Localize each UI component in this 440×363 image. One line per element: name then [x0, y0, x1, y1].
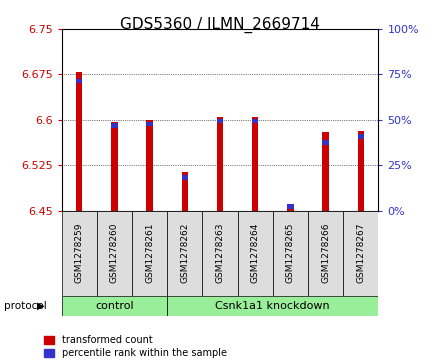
- Bar: [238, 211, 273, 296]
- Bar: [287, 209, 293, 211]
- Text: GSM1278262: GSM1278262: [180, 223, 189, 284]
- Bar: [358, 131, 364, 211]
- Text: GSM1278265: GSM1278265: [286, 223, 295, 284]
- Bar: [167, 211, 202, 296]
- Bar: [358, 134, 364, 139]
- Bar: [252, 119, 258, 123]
- Bar: [111, 122, 117, 211]
- Bar: [323, 140, 329, 144]
- Text: protocol: protocol: [4, 301, 47, 311]
- Bar: [202, 211, 238, 296]
- Text: GSM1278267: GSM1278267: [356, 223, 365, 284]
- Text: GDS5360 / ILMN_2669714: GDS5360 / ILMN_2669714: [120, 16, 320, 33]
- Bar: [97, 211, 132, 296]
- Bar: [308, 211, 343, 296]
- Text: Csnk1a1 knockdown: Csnk1a1 knockdown: [216, 301, 330, 311]
- Bar: [147, 120, 153, 211]
- Text: control: control: [95, 301, 134, 311]
- Bar: [217, 117, 223, 211]
- Bar: [147, 122, 153, 126]
- Bar: [132, 211, 167, 296]
- Text: ▶: ▶: [37, 301, 45, 311]
- Legend: transformed count, percentile rank within the sample: transformed count, percentile rank withi…: [44, 335, 227, 358]
- Bar: [76, 79, 82, 83]
- Text: GSM1278261: GSM1278261: [145, 223, 154, 284]
- Bar: [167, 296, 378, 316]
- Bar: [287, 204, 293, 209]
- Text: GSM1278263: GSM1278263: [216, 223, 224, 284]
- Bar: [182, 172, 188, 211]
- Bar: [76, 72, 82, 211]
- Bar: [252, 117, 258, 211]
- Text: GSM1278259: GSM1278259: [75, 223, 84, 284]
- Bar: [62, 211, 97, 296]
- Bar: [343, 211, 378, 296]
- Text: GSM1278260: GSM1278260: [110, 223, 119, 284]
- Bar: [323, 132, 329, 211]
- Text: GSM1278264: GSM1278264: [251, 223, 260, 284]
- Bar: [111, 123, 117, 128]
- Text: GSM1278266: GSM1278266: [321, 223, 330, 284]
- Bar: [273, 211, 308, 296]
- Bar: [182, 175, 188, 180]
- Bar: [62, 296, 167, 316]
- Bar: [217, 119, 223, 123]
